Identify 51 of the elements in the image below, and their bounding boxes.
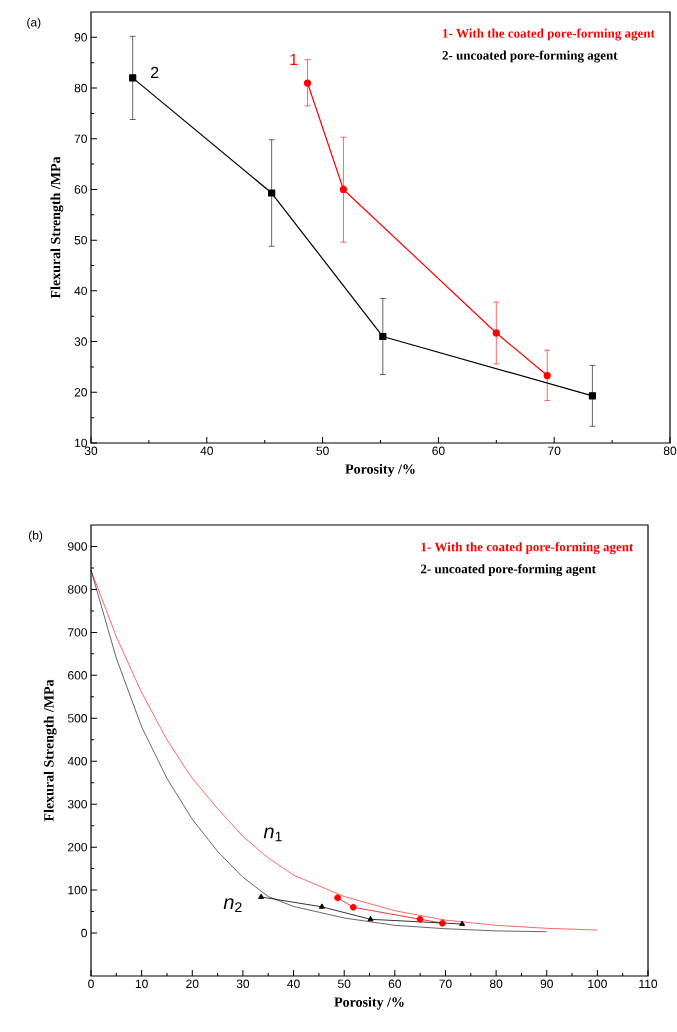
- text: 2- uncoated pore-forming agent: [420, 564, 596, 577]
- text: 1- With the coated pore-forming agent: [443, 28, 655, 41]
- y-tick-label: 800: [67, 585, 87, 594]
- y-axis-title: Flexural Strength /MPa: [50, 156, 64, 299]
- x-tick-label: 60: [388, 979, 402, 989]
- y-tick-label: 600: [68, 671, 87, 680]
- x-tick-label: 80: [663, 446, 677, 456]
- x-axis-title: Porosity /%: [334, 996, 404, 1010]
- annotation: 1: [290, 53, 298, 65]
- y-tick-label: 200: [68, 842, 87, 852]
- y-axis-title: Flexural Strength /MPa: [43, 679, 57, 822]
- text: (a): [27, 17, 41, 29]
- x-tick-label: 80: [489, 979, 503, 989]
- x-tick-label: 20: [186, 979, 199, 989]
- x-tick-label: 50: [338, 979, 351, 989]
- y-tick-label: 30: [74, 337, 87, 346]
- x-tick-label: 30: [236, 979, 250, 989]
- x-tick-label: 60: [432, 446, 445, 456]
- text: 1- With the coated pore-forming agent: [421, 542, 634, 555]
- x-tick-label: 40: [200, 446, 214, 456]
- y-tick-label: 900: [68, 542, 87, 551]
- y-tick-label: 20: [74, 388, 87, 397]
- y-tick-label: 60: [74, 185, 87, 194]
- y-tick-label: 50: [74, 235, 87, 245]
- y-tick-label: 80: [74, 83, 87, 93]
- x-tick-label: 30: [84, 446, 98, 456]
- y-tick-label: 0: [81, 928, 87, 938]
- text: 2- uncoated pore-forming agent: [442, 50, 618, 63]
- y-tick-label: 10: [75, 438, 87, 448]
- x-tick-label: 10: [135, 979, 148, 989]
- x-tick-label: 40: [287, 979, 300, 989]
- annotation: 2: [151, 66, 159, 78]
- annotation: n$_{2}$: [223, 898, 242, 913]
- x-tick-label: 100: [588, 979, 607, 989]
- y-tick-label: 500: [67, 714, 87, 723]
- y-tick-label: 400: [67, 756, 87, 766]
- annotation: n$_{1}$: [263, 827, 282, 842]
- y-tick-label: 40: [74, 286, 87, 296]
- y-tick-label: 300: [67, 799, 87, 809]
- y-tick-label: 70: [74, 134, 87, 143]
- y-tick-label: 90: [74, 33, 87, 42]
- text: (b): [28, 530, 43, 542]
- x-tick-label: 110: [639, 979, 658, 989]
- y-tick-label: 700: [68, 628, 87, 637]
- x-tick-label: 90: [540, 979, 553, 989]
- x-tick-label: 70: [439, 979, 452, 989]
- x-tick-label: 70: [548, 446, 561, 456]
- x-axis-title: Porosity /%: [345, 463, 415, 477]
- y-tick-label: 100: [68, 885, 87, 895]
- x-tick-label: 50: [316, 446, 329, 456]
- x-tick-label: 0: [88, 979, 94, 989]
